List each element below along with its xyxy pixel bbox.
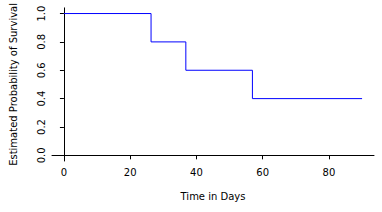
svg-text:0.0: 0.0 — [36, 147, 47, 163]
svg-text:40: 40 — [190, 167, 203, 178]
svg-text:0: 0 — [61, 167, 67, 178]
svg-text:20: 20 — [124, 167, 137, 178]
svg-text:60: 60 — [256, 167, 269, 178]
svg-text:Estimated Probability of Survi: Estimated Probability of Survival — [8, 3, 19, 166]
svg-text:0.6: 0.6 — [36, 62, 47, 78]
svg-text:0.4: 0.4 — [36, 91, 47, 107]
svg-text:1.0: 1.0 — [36, 6, 47, 22]
svg-text:80: 80 — [323, 167, 336, 178]
svg-text:0.2: 0.2 — [36, 119, 47, 135]
svg-text:Time in Days: Time in Days — [180, 191, 246, 202]
svg-text:0.8: 0.8 — [36, 34, 47, 50]
